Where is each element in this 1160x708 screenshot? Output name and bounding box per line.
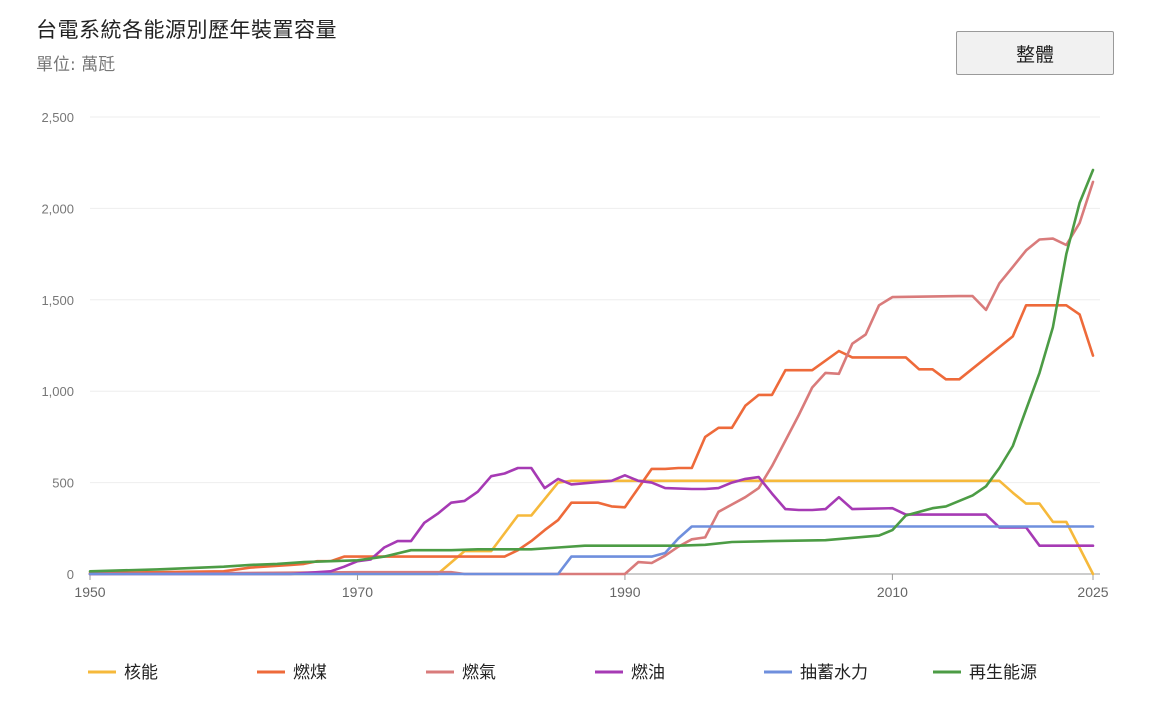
x-tick-label: 1990	[609, 584, 640, 600]
y-tick-label: 0	[67, 567, 74, 582]
unit-subtitle: 單位: 萬瓩	[36, 55, 116, 75]
y-tick-label: 1,000	[41, 384, 74, 399]
x-tick-label: 1970	[342, 584, 373, 600]
series-line-抽蓄水力	[88, 525, 1095, 576]
legend-label[interactable]: 燃氣	[462, 663, 496, 683]
overall-button[interactable]: 整體	[956, 31, 1114, 75]
legend-label[interactable]: 再生能源	[969, 663, 1037, 683]
y-tick-label: 1,500	[41, 293, 74, 308]
series-lines	[88, 168, 1095, 576]
y-tick-label: 2,000	[41, 201, 74, 216]
x-axis: 1950 1970 1990 2010 2025	[74, 573, 1109, 600]
legend-label[interactable]: 燃油	[631, 663, 665, 683]
series-line-燃油	[88, 466, 1095, 576]
series-line-燃煤	[88, 304, 1095, 575]
y-tick-label: 2,500	[41, 110, 74, 125]
series-line-燃氣	[88, 180, 1095, 576]
legend: 核能 燃煤 燃氣 燃油 抽蓄水力 再生能源	[88, 663, 1037, 683]
chart-title: 台電系統各能源別歷年裝置容量	[36, 18, 337, 42]
x-tick-label: 2010	[877, 584, 908, 600]
x-tick-label: 1950	[74, 584, 105, 600]
x-tick-label: 2025	[1077, 584, 1108, 600]
legend-label[interactable]: 抽蓄水力	[800, 663, 868, 683]
grid-lines	[90, 116, 1100, 484]
series-line-再生能源	[88, 168, 1095, 573]
legend-label[interactable]: 核能	[124, 663, 158, 683]
y-axis-ticks: 0 500 1,000 1,500 2,000 2,500	[41, 110, 74, 582]
legend-label[interactable]: 燃煤	[293, 663, 327, 683]
series-line-核能	[88, 479, 1095, 576]
y-tick-label: 500	[52, 476, 74, 491]
